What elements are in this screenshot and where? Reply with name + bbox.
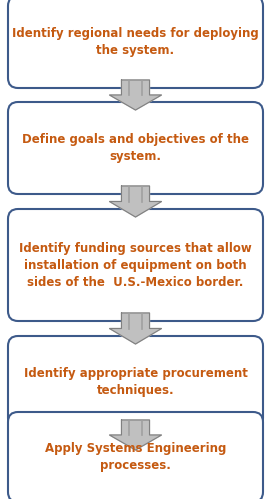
- Text: Identify funding sources that allow
installation of equipment on both
sides of t: Identify funding sources that allow inst…: [19, 242, 252, 288]
- Text: Define goals and objectives of the
system.: Define goals and objectives of the syste…: [22, 133, 249, 163]
- FancyBboxPatch shape: [8, 0, 263, 88]
- Text: Apply Systems Engineering
processes.: Apply Systems Engineering processes.: [45, 442, 226, 472]
- Text: Identify appropriate procurement
techniques.: Identify appropriate procurement techniq…: [24, 367, 247, 397]
- FancyBboxPatch shape: [8, 102, 263, 194]
- Polygon shape: [109, 80, 162, 110]
- Text: Identify regional needs for deploying
the system.: Identify regional needs for deploying th…: [12, 27, 259, 57]
- FancyBboxPatch shape: [8, 336, 263, 428]
- FancyBboxPatch shape: [8, 412, 263, 499]
- Polygon shape: [109, 186, 162, 217]
- Polygon shape: [109, 420, 162, 450]
- Polygon shape: [109, 313, 162, 344]
- FancyBboxPatch shape: [8, 209, 263, 321]
